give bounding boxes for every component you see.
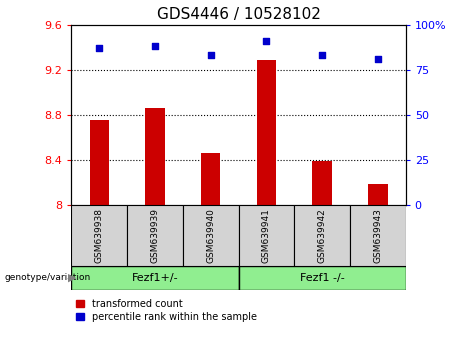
Text: GSM639938: GSM639938 (95, 208, 104, 263)
Bar (145, 108, 165, 205)
Text: ▶: ▶ (68, 273, 77, 283)
Text: Fezf1 -/-: Fezf1 -/- (300, 273, 344, 283)
Text: Fezf1+/-: Fezf1+/- (132, 273, 178, 283)
Legend: transformed count, percentile rank within the sample: transformed count, percentile rank withi… (77, 299, 257, 321)
Bar (89, 120, 109, 205)
Point (319, 53, 326, 58)
Bar (257, 60, 276, 205)
Text: genotype/variation: genotype/variation (5, 273, 91, 282)
Text: GSM639939: GSM639939 (150, 208, 160, 263)
Point (374, 56, 382, 62)
Point (95, 45, 103, 51)
FancyBboxPatch shape (350, 205, 406, 266)
FancyBboxPatch shape (294, 205, 350, 266)
FancyBboxPatch shape (238, 266, 406, 290)
FancyBboxPatch shape (238, 205, 294, 266)
FancyBboxPatch shape (183, 205, 238, 266)
Text: GSM639940: GSM639940 (206, 208, 215, 263)
Point (151, 44, 159, 49)
Point (207, 53, 214, 58)
Text: GSM639943: GSM639943 (373, 208, 382, 263)
FancyBboxPatch shape (127, 205, 183, 266)
FancyBboxPatch shape (71, 266, 238, 290)
Text: GSM639941: GSM639941 (262, 208, 271, 263)
Bar (201, 153, 220, 205)
Text: GSM639942: GSM639942 (318, 208, 327, 263)
Title: GDS4446 / 10528102: GDS4446 / 10528102 (157, 7, 320, 22)
FancyBboxPatch shape (71, 205, 127, 266)
Bar (313, 161, 332, 205)
Point (263, 38, 270, 44)
Bar (368, 184, 388, 205)
